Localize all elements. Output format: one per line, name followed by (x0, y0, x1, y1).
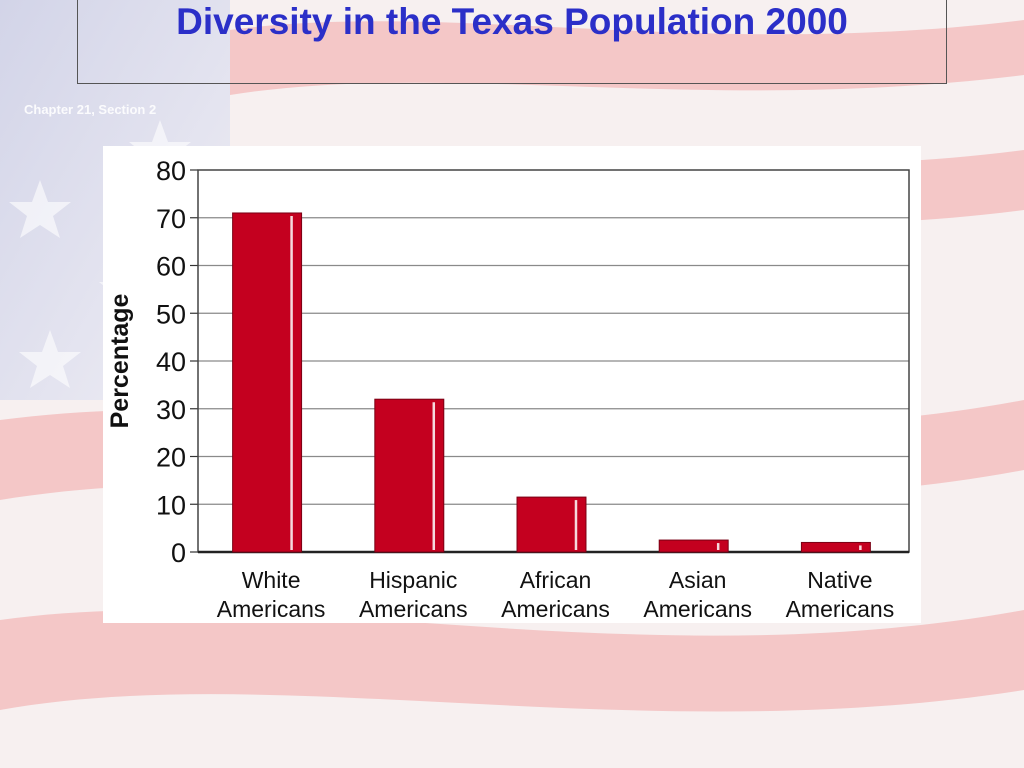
y-tick-label: 20 (156, 443, 186, 473)
bar (516, 496, 587, 553)
bar (658, 539, 729, 553)
y-tick-label: 10 (156, 490, 186, 520)
y-tick-label: 30 (156, 395, 186, 425)
bar-chart: 0 10 20 30 40 50 60 70 80 White Americans Hispanic A… (106, 156, 910, 622)
x-tick-label: Americans (643, 596, 752, 622)
y-tick-label: 70 (156, 204, 186, 234)
bar (374, 398, 445, 553)
y-tick-label: 50 (156, 299, 186, 329)
chart-panel: 0 10 20 30 40 50 60 70 80 White Americans Hispanic A… (103, 146, 921, 623)
x-tick-label: Americans (217, 596, 326, 622)
x-tick-label: Asian (669, 567, 727, 593)
x-tick-label: White (242, 567, 301, 593)
x-tick-label: Americans (359, 596, 468, 622)
title-box: Diversity in the Texas Population 2000 (77, 0, 947, 84)
x-tick-label: Americans (786, 596, 895, 622)
x-tick-label: Native (807, 567, 872, 593)
y-tick-label: 0 (171, 538, 186, 568)
y-axis-label: Percentage (106, 294, 134, 429)
y-tick-label: 40 (156, 347, 186, 377)
y-tick-label: 80 (156, 156, 186, 186)
bar (232, 212, 303, 553)
y-tick-label: 60 (156, 252, 186, 282)
x-tick-label: African (520, 567, 592, 593)
slide-title: Diversity in the Texas Population 2000 (176, 1, 848, 42)
slide-subtitle: Chapter 21, Section 2 (24, 102, 157, 117)
bar (800, 541, 871, 553)
x-tick-label: Americans (501, 596, 610, 622)
x-tick-label: Hispanic (369, 567, 457, 593)
